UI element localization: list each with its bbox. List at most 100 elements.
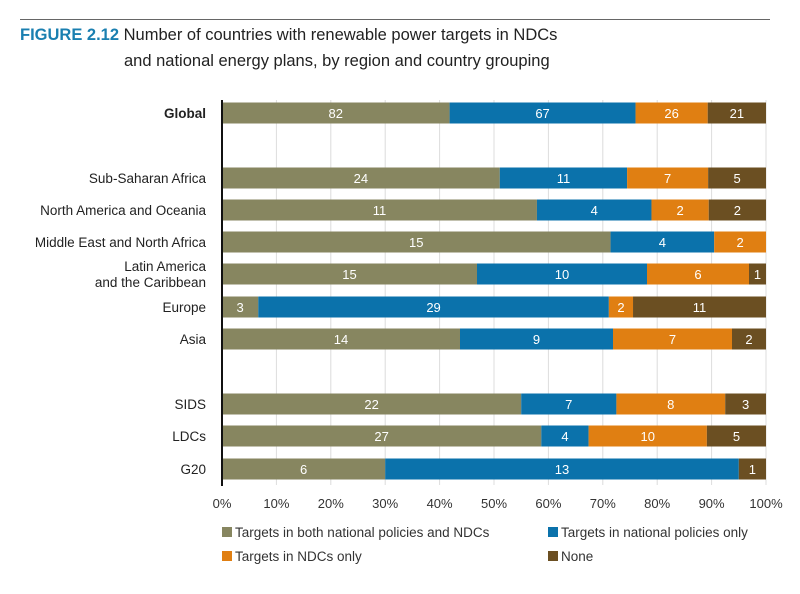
x-tick-label: 10% [263,496,289,511]
data-label: 6 [694,267,701,282]
data-label: 26 [664,106,678,121]
data-label: 4 [591,203,598,218]
data-label: 7 [565,397,572,412]
data-label: 82 [329,106,343,121]
bar-segment [222,167,500,189]
data-label: 11 [373,203,387,218]
data-label: 7 [669,332,676,347]
chart-title: FIGURE 2.12 Number of countries with ren… [20,22,557,74]
data-label: 3 [742,397,749,412]
data-label: 11 [557,171,571,186]
bar-segment [610,231,715,253]
bar-segment [708,199,766,221]
figure-label: FIGURE 2.12 [20,26,120,44]
legend-label: Targets in national policies only [561,525,748,540]
bar-segment [706,425,766,447]
x-tick-label: 80% [644,496,670,511]
category-label: Sub-Saharan Africa [89,171,207,186]
title-line-2: and national energy plans, by region and… [124,52,550,70]
bar-segment [222,393,522,415]
data-label: 24 [354,171,368,186]
x-tick-label: 100% [749,496,783,511]
legend-swatch [222,551,232,561]
data-label: 10 [641,429,655,444]
category-label: LDCs [172,429,206,444]
top-rule [20,19,770,20]
bar-segment [725,393,766,415]
data-label: 2 [676,203,683,218]
bar-segment [460,328,613,350]
data-label: 21 [730,106,744,121]
data-label: 6 [300,462,307,477]
x-tick-label: 90% [699,496,725,511]
bar-segment [708,167,766,189]
legend-swatch [548,551,558,561]
bar-segment [714,231,766,253]
bar-segment [588,425,707,447]
bar-segment [222,231,611,253]
data-label: 7 [664,171,671,186]
x-tick-label: 20% [318,496,344,511]
bar-segment [749,263,766,285]
data-label: 11 [693,300,707,315]
bar-segment [616,393,726,415]
data-label: 10 [555,267,569,282]
legend-label: None [561,549,593,564]
bar-segment [627,167,709,189]
data-label: 13 [555,462,569,477]
bar-segment [222,458,386,480]
bar-segment [608,296,634,318]
bar-segment [647,263,749,285]
data-label: 3 [237,300,244,315]
bar-segment [635,102,708,124]
bar-segment [651,199,709,221]
x-tick-label: 70% [590,496,616,511]
category-label: SIDS [174,397,206,412]
legend-swatch [222,527,232,537]
category-label: G20 [180,462,206,477]
data-label: 1 [754,267,761,282]
category-label: Asia [180,332,207,347]
category-label: Global [164,106,206,121]
data-label: 9 [533,332,540,347]
data-label: 67 [535,106,549,121]
data-label: 2 [734,203,741,218]
bar-segment [258,296,609,318]
data-label: 2 [617,300,624,315]
data-label: 8 [667,397,674,412]
category-label: North America and Oceania [40,203,206,218]
bar-segment [732,328,766,350]
category-label: Latin America and the Caribbean [95,259,207,290]
bar-segment [613,328,732,350]
data-label: 2 [736,235,743,250]
data-label: 2 [745,332,752,347]
x-tick-label: 60% [535,496,561,511]
category-label: Middle East and North Africa [35,235,207,250]
data-label: 5 [733,429,740,444]
data-label: 22 [364,397,378,412]
legend-label: Targets in NDCs only [235,549,362,564]
data-label: 4 [659,235,666,250]
bar-segment [222,296,259,318]
data-label: 27 [374,429,388,444]
category-label: Europe [162,300,206,315]
data-label: 4 [561,429,568,444]
legend-label: Targets in both national policies and ND… [235,525,490,540]
data-label: 1 [749,462,756,477]
x-tick-label: 30% [372,496,398,511]
bar-segment [222,102,450,124]
bar-segment [222,425,542,447]
bar-segment [738,458,766,480]
x-tick-label: 0% [213,496,232,511]
data-label: 14 [334,332,348,347]
bar-segment [222,263,477,285]
x-tick-label: 40% [427,496,453,511]
bar-segment [385,458,739,480]
bar-segment [477,263,647,285]
legend-swatch [548,527,558,537]
bar-segment [707,102,766,124]
title-line-1: Number of countries with renewable power… [123,26,558,44]
bar-segment [541,425,589,447]
